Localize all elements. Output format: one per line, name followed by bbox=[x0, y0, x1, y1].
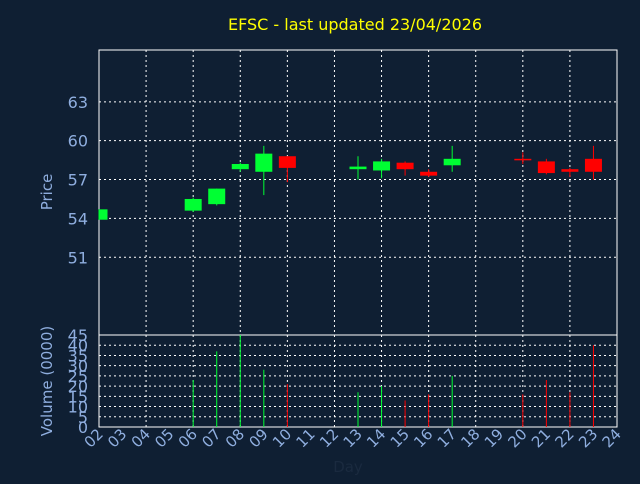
candle-body bbox=[561, 169, 579, 172]
day-tick-label: 24 bbox=[599, 425, 625, 451]
day-tick-labels: 0203040506070809101112131415161718192021… bbox=[81, 425, 625, 451]
day-tick-label: 08 bbox=[222, 425, 248, 451]
price-tick-label: 45 bbox=[68, 326, 88, 345]
candle-body bbox=[99, 209, 108, 220]
day-tick-label: 09 bbox=[245, 425, 271, 451]
volume-tick-label: 30 bbox=[68, 357, 88, 376]
candle-body bbox=[514, 158, 532, 161]
volume-axis-label: Volume (0000) bbox=[38, 326, 56, 436]
day-tick-label: 03 bbox=[104, 425, 130, 451]
day-tick-label: 21 bbox=[528, 425, 554, 451]
price-tick-label: 51 bbox=[68, 248, 88, 267]
candle-21 bbox=[537, 158, 555, 175]
day-tick-label: 15 bbox=[387, 425, 413, 451]
candle-body bbox=[396, 162, 414, 170]
volume-series bbox=[192, 335, 594, 427]
candle-body bbox=[537, 161, 555, 174]
day-tick-label: 12 bbox=[316, 425, 342, 451]
candle-23 bbox=[584, 145, 602, 180]
day-tick-label: 13 bbox=[340, 425, 366, 451]
price-tick-label: 54 bbox=[68, 209, 88, 228]
day-tick-label: 18 bbox=[457, 425, 483, 451]
day-tick-label: 14 bbox=[363, 425, 389, 451]
day-tick-label: 19 bbox=[481, 425, 507, 451]
day-tick-label: 20 bbox=[504, 425, 530, 451]
chart-title: EFSC - last updated 23/04/2026 bbox=[228, 15, 482, 34]
candle-09 bbox=[255, 145, 273, 196]
candle-20 bbox=[514, 152, 532, 164]
volume-tick-label: 20 bbox=[68, 377, 88, 396]
candle-15 bbox=[396, 161, 414, 176]
candle-13 bbox=[349, 156, 367, 180]
price-gridlines bbox=[99, 50, 617, 335]
candle-body bbox=[349, 166, 367, 170]
price-plot-area bbox=[98, 49, 618, 336]
candle-08 bbox=[231, 162, 249, 172]
candle-body bbox=[443, 158, 461, 166]
x-axis-label: Day bbox=[333, 458, 363, 476]
candle-body bbox=[255, 153, 273, 172]
candle-16 bbox=[420, 169, 438, 177]
candle-body bbox=[278, 156, 296, 168]
candle-body bbox=[420, 171, 438, 176]
volume-tick-label: 25 bbox=[68, 367, 88, 386]
volume-tick-label: 0 bbox=[78, 418, 88, 437]
day-tick-label: 07 bbox=[198, 425, 224, 451]
day-tick-label: 23 bbox=[575, 425, 601, 451]
price-tick-label: 60 bbox=[68, 132, 88, 151]
volume-tick-label: 40 bbox=[68, 336, 88, 355]
day-tick-label: 11 bbox=[293, 425, 319, 451]
price-tick-label: 57 bbox=[68, 171, 88, 190]
candle-07 bbox=[208, 188, 226, 206]
price-tick-label: 63 bbox=[68, 93, 88, 112]
volume-tick-label: 35 bbox=[68, 346, 88, 365]
day-tick-label: 17 bbox=[434, 425, 460, 451]
y-axis-label: Price bbox=[38, 174, 56, 211]
day-tick-label: 05 bbox=[151, 425, 177, 451]
price-series bbox=[98, 145, 602, 220]
day-tick-label: 16 bbox=[410, 425, 436, 451]
candle-06 bbox=[184, 197, 202, 212]
candle-14 bbox=[373, 158, 391, 179]
volume-tick-label: 10 bbox=[68, 398, 88, 417]
day-tick-label: 06 bbox=[175, 425, 201, 451]
day-tick-label: 04 bbox=[128, 425, 154, 451]
candle-body bbox=[231, 164, 249, 170]
day-tick-label: 22 bbox=[552, 425, 578, 451]
volume-tick-label: 15 bbox=[68, 387, 88, 406]
volume-tick-label: 5 bbox=[78, 408, 88, 427]
candle-10 bbox=[278, 156, 296, 183]
candle-body bbox=[208, 188, 226, 205]
candle-body bbox=[373, 161, 391, 171]
candle-17 bbox=[443, 145, 461, 172]
candle-22 bbox=[561, 167, 579, 177]
candle-body bbox=[584, 158, 602, 172]
price-tick-labels: 45 51 54 57 60 63 bbox=[68, 93, 88, 345]
candle-body bbox=[184, 198, 202, 211]
candle-02 bbox=[98, 209, 108, 220]
day-tick-label: 10 bbox=[269, 425, 295, 451]
